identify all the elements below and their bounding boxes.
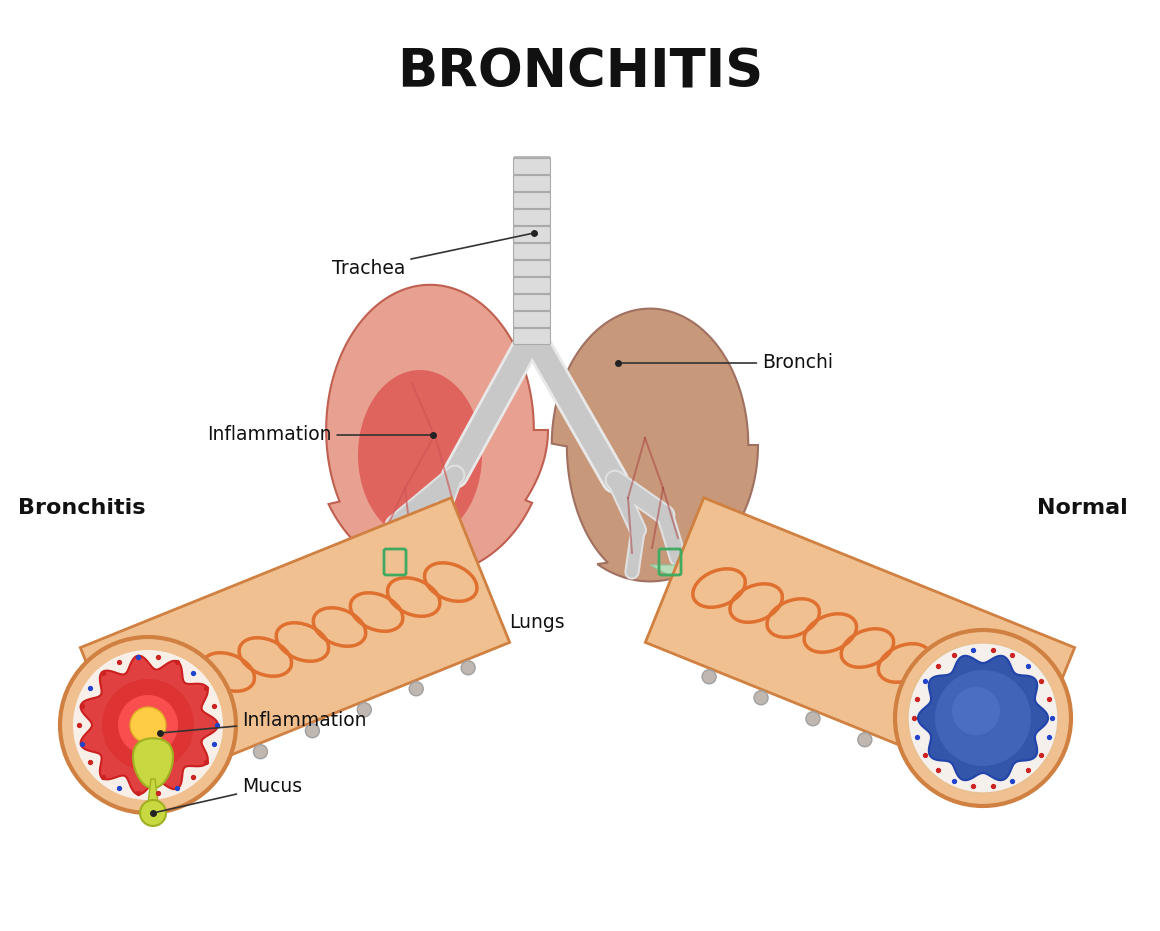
FancyBboxPatch shape: [514, 158, 551, 174]
Circle shape: [253, 745, 268, 759]
FancyBboxPatch shape: [514, 193, 551, 209]
Polygon shape: [148, 779, 158, 803]
Circle shape: [935, 670, 1031, 766]
Circle shape: [73, 650, 223, 800]
Circle shape: [305, 723, 319, 737]
Circle shape: [102, 679, 194, 771]
Circle shape: [462, 661, 476, 675]
Text: Lungs: Lungs: [509, 613, 565, 631]
Text: Bronchi: Bronchi: [621, 354, 833, 372]
Circle shape: [806, 711, 820, 726]
Circle shape: [908, 643, 1058, 793]
FancyBboxPatch shape: [514, 157, 550, 336]
FancyBboxPatch shape: [514, 294, 551, 311]
Circle shape: [754, 691, 768, 705]
Text: Trachea: Trachea: [332, 234, 531, 277]
Text: Inflammation: Inflammation: [162, 710, 367, 733]
Polygon shape: [97, 565, 423, 698]
FancyBboxPatch shape: [514, 176, 551, 192]
Circle shape: [952, 687, 1000, 735]
Circle shape: [118, 695, 177, 755]
Circle shape: [896, 630, 1071, 806]
Circle shape: [962, 775, 976, 789]
Polygon shape: [645, 498, 1074, 792]
Circle shape: [60, 637, 235, 813]
Circle shape: [357, 703, 371, 717]
Text: Mucus: Mucus: [155, 776, 302, 813]
Polygon shape: [918, 655, 1047, 780]
Circle shape: [130, 707, 166, 743]
Polygon shape: [650, 565, 1060, 698]
Circle shape: [202, 765, 216, 779]
FancyBboxPatch shape: [514, 244, 551, 260]
Circle shape: [140, 800, 166, 826]
FancyBboxPatch shape: [514, 209, 551, 225]
Polygon shape: [133, 738, 173, 789]
Circle shape: [909, 754, 923, 768]
Polygon shape: [80, 655, 218, 794]
Text: Bronchitis: Bronchitis: [19, 498, 146, 518]
FancyBboxPatch shape: [514, 329, 551, 344]
Text: BRONCHITIS: BRONCHITIS: [397, 46, 763, 98]
Text: Normal: Normal: [1037, 498, 1128, 518]
FancyBboxPatch shape: [514, 261, 551, 277]
Circle shape: [702, 669, 716, 683]
Text: Inflammation: Inflammation: [206, 425, 430, 444]
Circle shape: [409, 681, 423, 695]
Polygon shape: [80, 498, 509, 792]
FancyBboxPatch shape: [514, 312, 551, 328]
Polygon shape: [552, 308, 757, 581]
FancyBboxPatch shape: [514, 226, 551, 242]
Polygon shape: [326, 285, 548, 575]
FancyBboxPatch shape: [514, 277, 551, 293]
Polygon shape: [358, 370, 483, 540]
Circle shape: [858, 733, 872, 747]
